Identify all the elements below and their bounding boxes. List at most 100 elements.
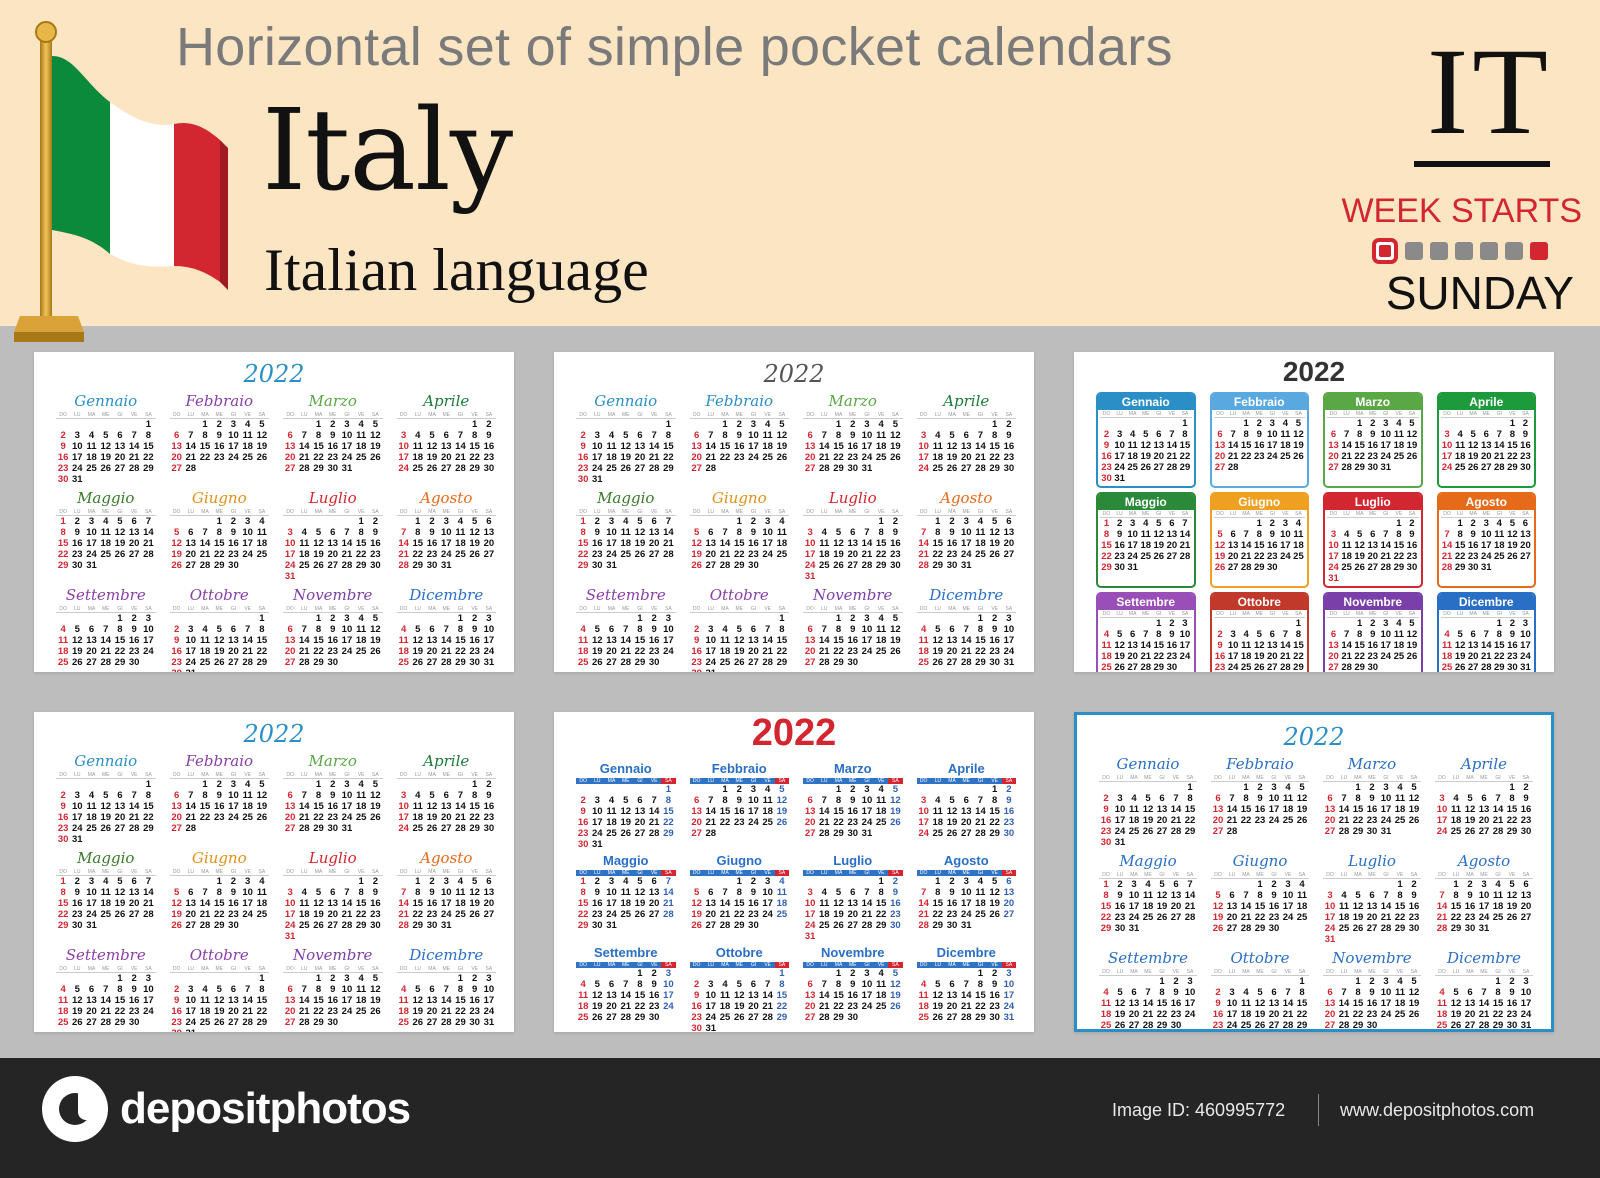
weekday-label: MA xyxy=(1242,872,1250,878)
day-cell xyxy=(619,784,633,795)
weekday-label: MA xyxy=(1242,969,1250,975)
day-cell: 25 xyxy=(398,657,409,668)
day-cell: 2 xyxy=(486,779,492,790)
day-cell: 18 xyxy=(875,441,887,452)
day-cell: 25 xyxy=(412,823,424,834)
day-cell: 17 xyxy=(242,538,253,549)
day-cell: 26 xyxy=(1352,923,1364,934)
weekday-label: VE xyxy=(650,870,658,876)
day-cell: 1 xyxy=(358,516,364,527)
weekday-label: LU xyxy=(1340,775,1348,781)
day-cell xyxy=(283,876,297,887)
day-cell: 2 xyxy=(1173,976,1179,987)
day-cell: 20 xyxy=(1226,912,1238,923)
day-cell: 29 xyxy=(833,657,844,668)
day-cell: 11 xyxy=(356,624,367,635)
weekday-label: SA xyxy=(1295,511,1302,517)
day-cell: 24 xyxy=(606,549,617,560)
weekday-label: MA xyxy=(87,606,96,612)
day-cell: 30 xyxy=(327,463,339,474)
day-cell: 13 xyxy=(606,635,617,646)
weekday-label: VE xyxy=(1284,969,1292,975)
day-cell: 12 xyxy=(1114,998,1126,1009)
day-cell: 7 xyxy=(457,790,464,801)
day-cell: 17 xyxy=(804,909,816,920)
day-cell: 29 xyxy=(663,828,674,839)
day-cell xyxy=(411,973,425,984)
day-cell: 21 xyxy=(199,909,211,920)
day-cell: 5 xyxy=(472,516,478,527)
day-cell: 4 xyxy=(1453,793,1459,804)
day-cell: 29 xyxy=(313,463,324,474)
weekday-label: VE xyxy=(1282,611,1289,617)
day-cell: 26 xyxy=(1507,551,1518,562)
day-cell: 1 xyxy=(358,876,364,887)
day-cell: 17 xyxy=(284,909,296,920)
day-cell: 13 xyxy=(804,635,816,646)
day-cell: 8 xyxy=(977,624,984,635)
weekday-label: DO xyxy=(399,509,408,515)
day-cell: 5 xyxy=(693,527,700,538)
day-cell xyxy=(1211,879,1225,890)
day-cell: 15 xyxy=(1184,804,1196,815)
day-cell: 7 xyxy=(651,430,657,441)
day-cell: 21 xyxy=(1240,551,1252,562)
day-cell: 17 xyxy=(1003,990,1015,1001)
day-grid: 1 2 3 4 5 6 7 8 9 10 11 12 13 14 15 16 17 18 19 20 21 22 23 24 2… xyxy=(56,973,156,1028)
day-cell: 14 xyxy=(1338,998,1350,1009)
day-cell: 5 xyxy=(1215,890,1221,901)
weekday-label: ME xyxy=(101,869,110,875)
day-cell: 3 xyxy=(1383,782,1389,793)
day-cell: 19 xyxy=(1408,804,1420,815)
day-cell: 28 xyxy=(1240,923,1252,934)
day-cell: 5 xyxy=(1116,629,1123,640)
weekday-label: MA xyxy=(834,509,843,515)
day-cell: 24 xyxy=(440,549,452,560)
day-cell xyxy=(99,419,113,430)
day-cell: 8 xyxy=(1397,890,1403,901)
day-cell: 23 xyxy=(171,1017,182,1028)
month-gennaio: Gennaio DO LU MA ME GI VE SA 1 2 3 4 5 6 7 8 9 10 11 12 13 14… xyxy=(1099,753,1197,848)
day-cell: 2 xyxy=(1523,782,1529,793)
day-cell xyxy=(425,419,439,430)
saturday-dot-icon xyxy=(1530,242,1548,260)
day-cell: 21 xyxy=(398,909,409,920)
day-cell: 9 xyxy=(1103,804,1109,815)
weekday-label: DO xyxy=(806,412,814,418)
day-cell: 17 xyxy=(1520,640,1531,651)
weekday-label: VE xyxy=(1508,872,1516,878)
day-cell: 17 xyxy=(861,635,873,646)
day-cell: 11 xyxy=(200,635,211,646)
day-cell: 16 xyxy=(1406,540,1418,551)
day-cell: 28 xyxy=(1179,551,1191,562)
day-cell xyxy=(1227,618,1240,629)
day-cell: 3 xyxy=(594,430,600,441)
day-cell: 20 xyxy=(327,549,339,560)
day-cell: 12 xyxy=(1253,640,1265,651)
day-cell: 25 xyxy=(1142,912,1154,923)
day-cell: 25 xyxy=(875,452,887,463)
day-cell xyxy=(311,516,325,527)
day-cell xyxy=(1100,418,1113,429)
day-cell: 21 xyxy=(341,909,353,920)
weekday-label: SA xyxy=(485,966,493,972)
day-cell: 7 xyxy=(623,624,629,635)
day-cell: 7 xyxy=(145,876,152,887)
day-cell: 16 xyxy=(1268,901,1280,912)
day-cell: 3 xyxy=(1006,968,1012,979)
day-cell: 8 xyxy=(358,527,364,538)
day-cell: 9 xyxy=(1173,987,1179,998)
day-cell: 2 xyxy=(1522,418,1529,429)
day-cell: 19 xyxy=(1507,540,1518,551)
day-cell: 2 xyxy=(594,516,600,527)
day-cell: 9 xyxy=(1522,429,1529,440)
day-cell: 4 xyxy=(88,790,95,801)
day-cell: 22 xyxy=(313,1006,324,1017)
day-cell: 7 xyxy=(963,624,969,635)
day-cell: 27 xyxy=(1478,826,1490,837)
weekday-label: LU xyxy=(1116,611,1123,617)
day-cell: 26 xyxy=(946,463,958,474)
weekday-label: LU xyxy=(1452,775,1460,781)
day-cell: 7 xyxy=(1143,629,1149,640)
day-cell: 28 xyxy=(1380,562,1392,573)
